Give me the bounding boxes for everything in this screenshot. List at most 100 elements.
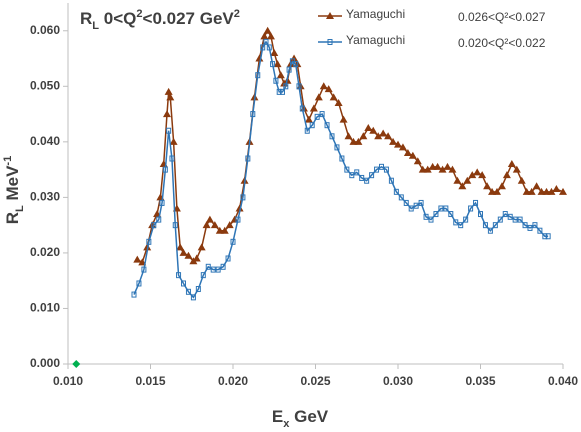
data-point [192,254,201,262]
y-tick-label: 0.040 [30,134,60,148]
data-point [438,205,444,212]
data-point [195,286,201,293]
data-point [403,148,412,156]
y-axis-label: RL MeV-1 [2,156,26,225]
x-axis-label: Ex GeV [272,407,329,429]
data-point [374,132,383,140]
data-point [398,194,404,201]
data-point [463,176,472,184]
data-point [215,266,221,273]
data-point [507,213,513,220]
data-point [408,205,414,212]
data-point [235,216,241,223]
data-point [344,166,350,173]
data-point [438,165,447,173]
x-tick-label: 0.010 [53,374,83,388]
data-point [304,127,310,134]
x-tick-label: 0.020 [218,374,248,388]
data-point [349,172,355,179]
data-point [483,182,492,190]
data-point [403,199,409,206]
data-point [299,105,305,112]
data-point [344,132,353,140]
y-axis-label-part: -1 [2,156,14,166]
data-point [159,199,165,206]
data-point [156,216,162,223]
data-point [364,177,370,184]
data-point [176,243,185,251]
y-tick-label: 0.030 [30,190,60,204]
data-point [354,169,360,176]
data-point [327,39,333,45]
x-tick-label: 0.030 [383,374,413,388]
data-point [172,222,178,229]
data-point [133,255,142,263]
data-point [478,171,487,179]
chart-title-part: 2 [136,8,142,20]
data-point [146,238,152,245]
data-point [205,263,211,270]
data-point [263,38,269,45]
y-axis-label-part: R [3,212,22,224]
chart-title-part: 2 [234,8,240,20]
data-point [202,221,211,229]
data-point [169,155,175,162]
data-point [359,132,368,140]
data-point [230,238,236,245]
data-point [379,129,388,137]
data-point [453,176,462,184]
data-point [389,137,398,145]
data-point [250,111,256,118]
data-point [314,113,320,120]
data-point [458,222,464,229]
data-point [270,48,279,56]
data-point [522,222,528,229]
series-line [133,40,549,299]
data-point [497,216,503,223]
data-point [507,160,516,168]
chart-title-part: L [92,20,99,32]
chart-title-part: R [80,9,92,28]
data-point [176,272,182,279]
data-point [339,155,345,162]
data-point [184,251,193,259]
data-point [141,266,147,273]
data-point [276,88,282,95]
data-point [185,288,191,295]
data-point [163,110,171,118]
legend-annotation: 0.020<Q²<0.022 [458,36,546,50]
data-point [260,32,269,40]
data-point [273,60,282,68]
data-point [512,216,518,223]
data-point [463,216,469,223]
chart-title: RL 0<Q2<0.027 GeV2 [80,8,240,32]
data-point [512,165,521,173]
data-point [369,126,378,134]
data-point [210,266,216,273]
data-point [413,157,422,165]
data-point [478,211,483,218]
data-point [398,143,407,151]
data-point [443,205,449,212]
legend-label: Yamaguchi [346,33,405,47]
data-point [205,215,214,223]
data-point [276,71,285,79]
data-point [493,187,501,195]
x-axis-label-part: x [283,418,290,430]
data-point [473,168,482,176]
data-point [329,93,338,101]
x-tick-label: 0.015 [135,374,165,388]
x-tick-label: 0.035 [465,374,495,388]
data-point [433,162,442,170]
data-point [319,82,328,90]
data-point [542,233,548,240]
data-point [497,182,506,190]
data-point [492,222,498,229]
data-point [270,61,276,68]
data-point [220,226,229,234]
data-point [473,199,479,206]
data-point [210,221,219,229]
data-point [283,83,289,90]
data-point [552,185,561,193]
